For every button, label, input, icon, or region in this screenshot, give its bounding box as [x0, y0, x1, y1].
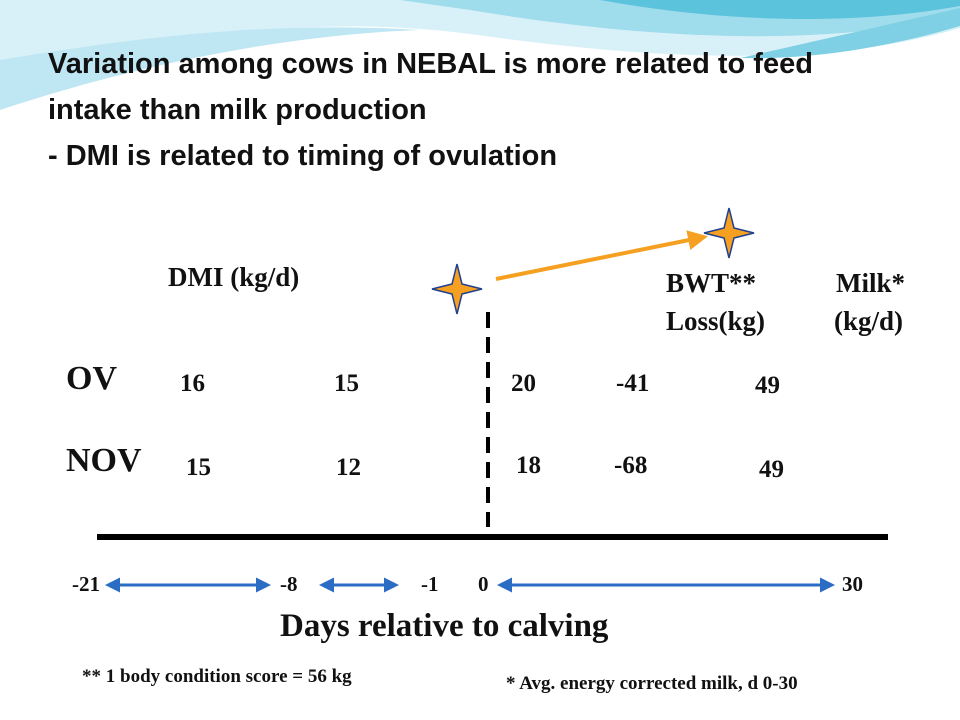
nov-milk: 49 — [759, 456, 784, 483]
tick-label-minus-8: -8 — [280, 572, 298, 596]
bwt-label-line-2: Loss(kg) — [666, 306, 766, 336]
nov-bwt-loss: -68 — [614, 452, 648, 479]
star-icon — [431, 263, 483, 315]
ov-dmi-pre-21: 16 — [180, 370, 205, 397]
orange-arrow-to-bwt — [495, 230, 708, 281]
ov-milk: 49 — [755, 372, 780, 399]
tick-label-0: 0 — [478, 572, 489, 596]
ov-dmi-pre-8: 15 — [334, 370, 359, 397]
tick-label-minus-21: -21 — [72, 572, 100, 596]
row-label-ov: OV — [66, 360, 117, 397]
tick-label-30: 30 — [842, 572, 863, 596]
star-icon — [703, 207, 755, 259]
row-label-nov: NOV — [66, 442, 142, 479]
milk-label-line-2: (kg/d) — [834, 306, 904, 336]
nov-dmi-pre-8: 12 — [336, 454, 361, 481]
nov-dmi-pre-21: 15 — [186, 454, 211, 481]
ov-dmi-post: 20 — [511, 370, 536, 397]
slide-title-line-2: intake than milk production — [48, 94, 427, 126]
dmi-label: DMI (kg/d) — [168, 262, 300, 292]
bwt-label-line-1: BWT** — [666, 268, 757, 298]
footnote-energy-corrected-milk: * Avg. energy corrected milk, d 0-30 — [506, 673, 798, 694]
nov-dmi-post: 18 — [516, 452, 541, 479]
slide-title-line-3: - DMI is related to timing of ovulation — [48, 140, 558, 172]
ov-bwt-loss: -41 — [616, 370, 650, 397]
tick-label-minus-1: -1 — [421, 572, 439, 596]
axis-title: Days relative to calving — [280, 608, 609, 644]
milk-label-line-1: Milk* — [836, 268, 906, 298]
footnote-body-condition: ** 1 body condition score = 56 kg — [82, 666, 352, 687]
slide-title-line-1: Variation among cows in NEBAL is more re… — [48, 48, 813, 80]
